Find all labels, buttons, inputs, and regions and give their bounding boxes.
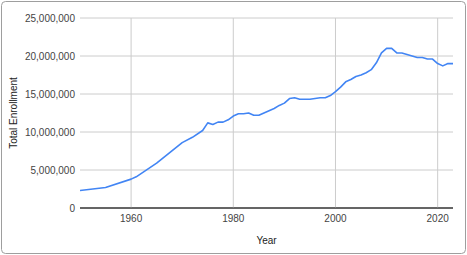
chart-frame (2, 2, 466, 254)
y-tick-label: 20,000,000 (25, 51, 75, 62)
y-tick-label: 10,000,000 (25, 127, 75, 138)
y-grid-line (80, 132, 453, 133)
x-axis-line (80, 208, 453, 209)
x-grid-line (233, 18, 234, 208)
x-grid-line (335, 18, 336, 208)
x-tick-label: 2000 (324, 213, 347, 224)
plot-area (80, 48, 453, 190)
y-grid-line (80, 18, 453, 19)
y-tick-label: 0 (69, 203, 75, 214)
y-tick-label: 15,000,000 (25, 89, 75, 100)
x-tick-label: 1960 (120, 213, 143, 224)
y-axis-title: Total Enrollment (8, 77, 19, 149)
y-tick-label: 25,000,000 (25, 13, 75, 24)
grid (80, 18, 453, 208)
x-tick-label: 2020 (427, 213, 450, 224)
y-grid-line (80, 170, 453, 171)
x-tick-label: 1980 (222, 213, 245, 224)
chart: 0 5,000,000 10,000,000 15,000,000 20,000,000… (0, 0, 467, 255)
y-grid-line (80, 208, 453, 209)
x-axis-title: Year (256, 235, 277, 246)
y-tick-label: 5,000,000 (31, 165, 76, 176)
x-grid-line (437, 18, 438, 208)
y-grid-line (80, 94, 453, 95)
enrollment-line (80, 48, 453, 190)
y-grid-line (80, 56, 453, 57)
